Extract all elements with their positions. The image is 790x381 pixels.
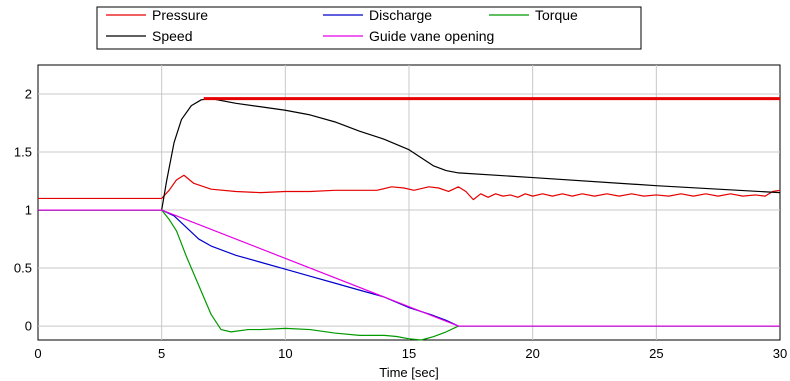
series-line-torque xyxy=(38,209,780,341)
x-axis-label: Time [sec] xyxy=(379,365,438,380)
x-tick-label: 5 xyxy=(158,346,165,361)
y-tick-label: 0.5 xyxy=(14,261,32,276)
grid xyxy=(38,65,780,340)
series-line-pressure xyxy=(38,174,781,201)
series-line-guide-vane-opening xyxy=(38,209,780,327)
axis-ticks: 0 5 10 15 20 25 30 0 0.5 1 1.5 2 xyxy=(14,87,787,361)
y-tick-label: 1 xyxy=(25,203,32,218)
legend-entries: Pressure Discharge Torque Speed Guide vane o… xyxy=(106,7,578,44)
x-tick-label: 15 xyxy=(402,346,416,361)
legend-label-pressure: Pressure xyxy=(152,7,208,23)
legend-label-speed: Speed xyxy=(152,28,192,44)
x-tick-label: 25 xyxy=(649,346,663,361)
series-line-speed xyxy=(38,98,781,211)
series-line-discharge xyxy=(38,209,780,327)
series-lines xyxy=(38,98,781,341)
legend-label-discharge: Discharge xyxy=(369,7,432,23)
x-tick-label: 30 xyxy=(773,346,787,361)
legend: Pressure Discharge Torque Speed Guide vane o… xyxy=(96,6,642,50)
x-tick-label: 0 xyxy=(34,346,41,361)
legend-label-guide-vane-opening: Guide vane opening xyxy=(369,28,494,44)
y-tick-label: 0 xyxy=(25,319,32,334)
legend-box xyxy=(96,6,642,50)
y-tick-label: 1.5 xyxy=(14,145,32,160)
y-tick-label: 2 xyxy=(25,87,32,102)
x-tick-label: 10 xyxy=(278,346,292,361)
legend-label-torque: Torque xyxy=(535,7,578,23)
x-tick-label: 20 xyxy=(525,346,539,361)
